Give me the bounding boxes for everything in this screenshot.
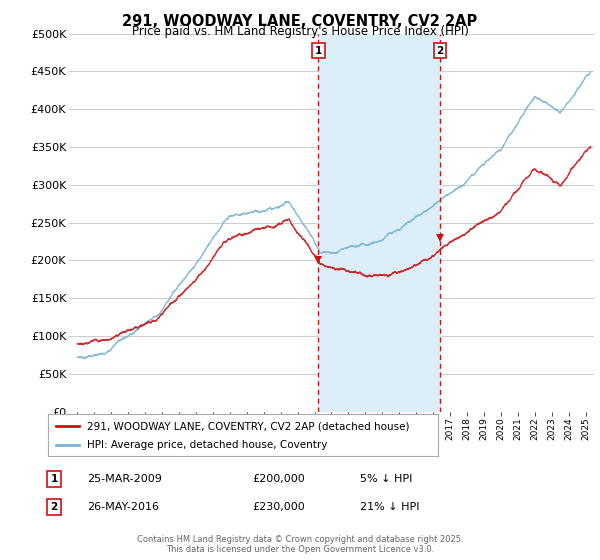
Text: Price paid vs. HM Land Registry's House Price Index (HPI): Price paid vs. HM Land Registry's House … [131, 25, 469, 38]
Text: HPI: Average price, detached house, Coventry: HPI: Average price, detached house, Cove… [87, 440, 328, 450]
Text: 291, WOODWAY LANE, COVENTRY, CV2 2AP (detached house): 291, WOODWAY LANE, COVENTRY, CV2 2AP (de… [87, 421, 409, 431]
Text: 21% ↓ HPI: 21% ↓ HPI [360, 502, 419, 512]
Text: 26-MAY-2016: 26-MAY-2016 [87, 502, 159, 512]
Text: £230,000: £230,000 [252, 502, 305, 512]
Text: 2: 2 [436, 45, 443, 55]
Text: 1: 1 [50, 474, 58, 484]
Text: £200,000: £200,000 [252, 474, 305, 484]
Bar [319, 34, 440, 412]
Text: 2: 2 [50, 502, 58, 512]
Text: 5% ↓ HPI: 5% ↓ HPI [360, 474, 412, 484]
Text: 25-MAR-2009: 25-MAR-2009 [87, 474, 162, 484]
Text: Contains HM Land Registry data © Crown copyright and database right 2025.
This d: Contains HM Land Registry data © Crown c… [137, 535, 463, 554]
Text: 1: 1 [315, 45, 322, 55]
Text: 291, WOODWAY LANE, COVENTRY, CV2 2AP: 291, WOODWAY LANE, COVENTRY, CV2 2AP [122, 14, 478, 29]
